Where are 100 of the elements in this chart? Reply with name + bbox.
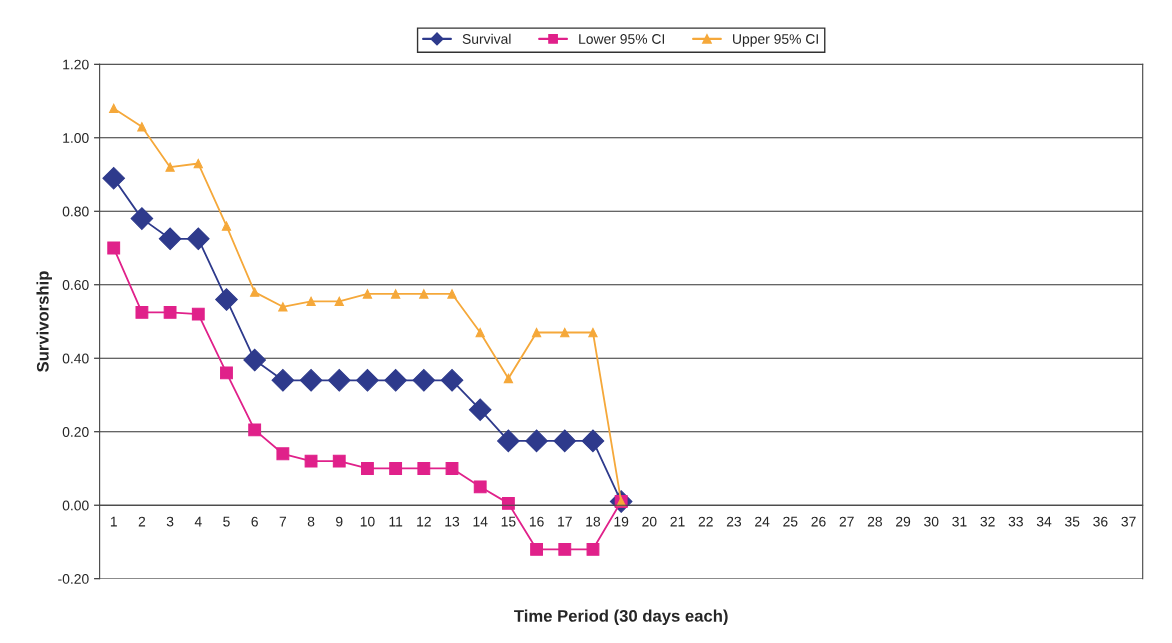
- point: [440, 368, 464, 392]
- point: [276, 447, 290, 461]
- x-tick-label: 20: [642, 516, 657, 527]
- y-tick-label: 0.40: [62, 353, 89, 364]
- x-tick-label: 35: [1065, 516, 1080, 527]
- point: [503, 373, 514, 384]
- x-axis-title: Time Period (30 days each): [514, 609, 728, 626]
- point: [334, 296, 344, 306]
- x-tick-label: 2: [138, 516, 146, 527]
- x-tick-label: 15: [501, 516, 516, 527]
- legend-label: Upper 95% CI: [733, 34, 818, 47]
- point: [384, 368, 407, 392]
- x-tick-label: 34: [1036, 516, 1052, 527]
- point: [581, 429, 605, 453]
- x-tick-label: 23: [726, 516, 742, 527]
- point: [468, 398, 492, 422]
- x-tick-label: 30: [924, 516, 939, 527]
- point: [588, 327, 598, 338]
- point: [501, 496, 515, 510]
- point: [560, 327, 570, 338]
- point: [107, 241, 121, 255]
- point: [135, 305, 149, 319]
- y-tick-label: 1.00: [63, 133, 89, 143]
- x-tick-label: 22: [698, 516, 713, 527]
- x-tick-label: 10: [360, 516, 375, 527]
- legend-label: Lower 95% CI: [579, 34, 665, 44]
- x-tick-label: 37: [1121, 516, 1136, 527]
- point: [186, 227, 210, 251]
- point: [271, 368, 295, 392]
- x-tick-label: 21: [670, 516, 685, 527]
- point: [215, 288, 238, 311]
- point: [332, 454, 346, 468]
- point: [158, 227, 182, 251]
- x-tick-label: 7: [279, 516, 287, 527]
- point: [278, 302, 288, 312]
- point: [419, 289, 429, 299]
- x-tick-label: 11: [389, 516, 403, 527]
- point: [530, 542, 544, 556]
- point: [553, 429, 577, 453]
- point: [558, 542, 572, 556]
- point: [362, 289, 373, 299]
- point: [102, 166, 126, 190]
- point: [525, 429, 548, 453]
- point: [109, 103, 119, 114]
- x-tick-label: 29: [896, 516, 911, 527]
- x-tick-label: 33: [1008, 516, 1023, 527]
- x-tick-label: 31: [952, 516, 967, 527]
- x-tick-label: 32: [980, 516, 995, 527]
- x-tick-label: 17: [558, 516, 572, 527]
- point: [299, 368, 323, 392]
- x-tick-label: 3: [166, 516, 174, 527]
- x-tick-label: 8: [307, 516, 315, 527]
- point: [531, 327, 542, 338]
- point: [586, 542, 600, 556]
- point: [221, 221, 232, 231]
- point: [445, 462, 459, 475]
- point: [327, 368, 351, 392]
- point: [165, 162, 175, 172]
- y-tick-label: 1.20: [63, 59, 89, 70]
- x-tick-label: 18: [586, 516, 601, 527]
- x-tick-label: 19: [614, 516, 629, 527]
- x-tick-label: 13: [445, 516, 460, 527]
- x-tick-label: 14: [473, 516, 488, 527]
- point: [304, 454, 318, 468]
- point: [248, 423, 262, 437]
- point: [163, 305, 177, 319]
- x-tick-label: 4: [194, 516, 202, 527]
- y-tick-label: 0.20: [62, 427, 89, 437]
- y-tick-label: 0.00: [62, 500, 89, 511]
- point: [473, 480, 487, 494]
- point: [220, 366, 233, 380]
- point: [191, 307, 205, 321]
- y-tick-label: 0.60: [62, 280, 89, 290]
- x-tick-label: 9: [336, 516, 343, 527]
- x-tick-label: 5: [223, 516, 230, 527]
- y-axis-title: Survivorship: [36, 271, 52, 372]
- x-tick-label: 12: [417, 516, 431, 527]
- point: [137, 122, 147, 132]
- x-tick-label: 1: [110, 516, 117, 527]
- point: [497, 429, 520, 453]
- x-tick-label: 36: [1093, 516, 1108, 527]
- legend-label: Survival: [462, 33, 511, 44]
- y-tick-label: 0.80: [62, 206, 89, 217]
- y-tick-label: -0.20: [58, 574, 89, 584]
- point: [361, 462, 374, 475]
- point: [356, 368, 379, 392]
- x-tick-label: 28: [867, 516, 882, 527]
- point: [412, 368, 436, 392]
- point: [417, 462, 431, 475]
- point: [130, 207, 154, 230]
- point: [447, 289, 457, 299]
- point: [390, 289, 401, 299]
- x-tick-label: 24: [755, 516, 770, 527]
- x-tick-label: 25: [783, 516, 798, 527]
- point: [249, 287, 260, 297]
- point: [475, 327, 485, 338]
- point: [306, 296, 316, 306]
- point: [243, 348, 266, 372]
- point: [193, 158, 203, 169]
- x-tick-label: 27: [839, 516, 854, 527]
